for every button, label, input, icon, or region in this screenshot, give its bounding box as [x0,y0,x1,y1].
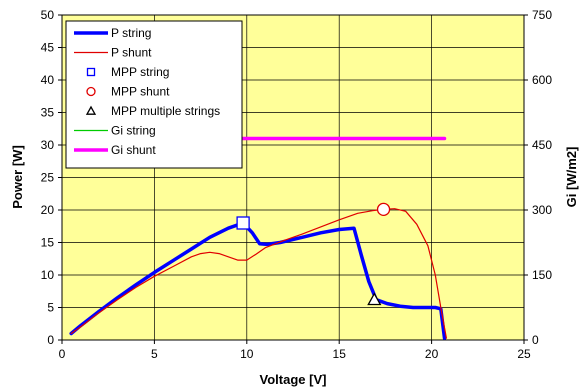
y-tick-label: 30 [41,138,55,152]
mpp-string-marker [236,216,250,230]
x-tick-label: 10 [240,347,254,361]
mpp-multiple-strings-marker [367,292,382,306]
y-tick-label: 0 [47,333,54,347]
y-tick-label: 10 [41,268,55,282]
y-axis-title: Power [W] [10,145,25,209]
series-layer [69,136,447,340]
x-tick-label: 20 [425,347,439,361]
y-tick-label: 5 [47,301,54,315]
x-tick-label: 25 [517,347,531,361]
x-tick-label: 15 [333,347,347,361]
y-tick-label: 40 [41,73,55,87]
x-axis-title: Voltage [V] [260,372,327,387]
legend-p-string-label: P string [111,26,151,40]
y-tick-label: 35 [41,106,55,120]
x-tick-label: 0 [59,347,66,361]
y-tick-label: 20 [41,203,55,217]
y-tick-label: 15 [41,236,55,250]
ticks: 0 5 10 15 20 25051015202530354045500150300450… [41,8,553,361]
y2-tick-label: 300 [532,203,552,217]
legend-gi-string-label: Gi string [111,124,156,138]
y2-tick-label: 750 [532,8,552,22]
legend: P string P shunt MPP string MPP shunt MPP mu… [65,20,243,169]
legend-gi-shunt-label: Gi shunt [111,143,156,157]
legend-mpp-string-symbol [86,67,96,77]
legend-mpp-multiple-strings-label: MPP multiple strings [111,104,220,118]
y-tick-label: 50 [41,8,55,22]
legend-items: P string P shunt MPP string MPP shunt MPP mu… [74,26,220,157]
x-tick-label: 5 [151,347,158,361]
y2-tick-label: 450 [532,138,552,152]
p-shunt-line [70,208,447,339]
legend-mpp-shunt-symbol [86,86,96,97]
legend-box [65,20,243,169]
y2-axis-title: Gi [W/m2] [564,147,579,208]
y-tick-label: 45 [41,41,55,55]
y2-tick-label: 0 [532,333,539,347]
legend-p-shunt-label: P shunt [111,46,152,60]
y2-tick-label: 600 [532,73,552,87]
legend-mpp-shunt-label: MPP shunt [111,85,170,99]
mpp-shunt-marker [376,202,391,217]
legend-mpp-multiple-strings-symbol [85,105,97,115]
y2-tick-label: 150 [532,268,552,282]
grid [62,15,524,340]
y-tick-label: 25 [41,171,55,185]
legend-mpp-string-label: MPP string [111,65,169,79]
